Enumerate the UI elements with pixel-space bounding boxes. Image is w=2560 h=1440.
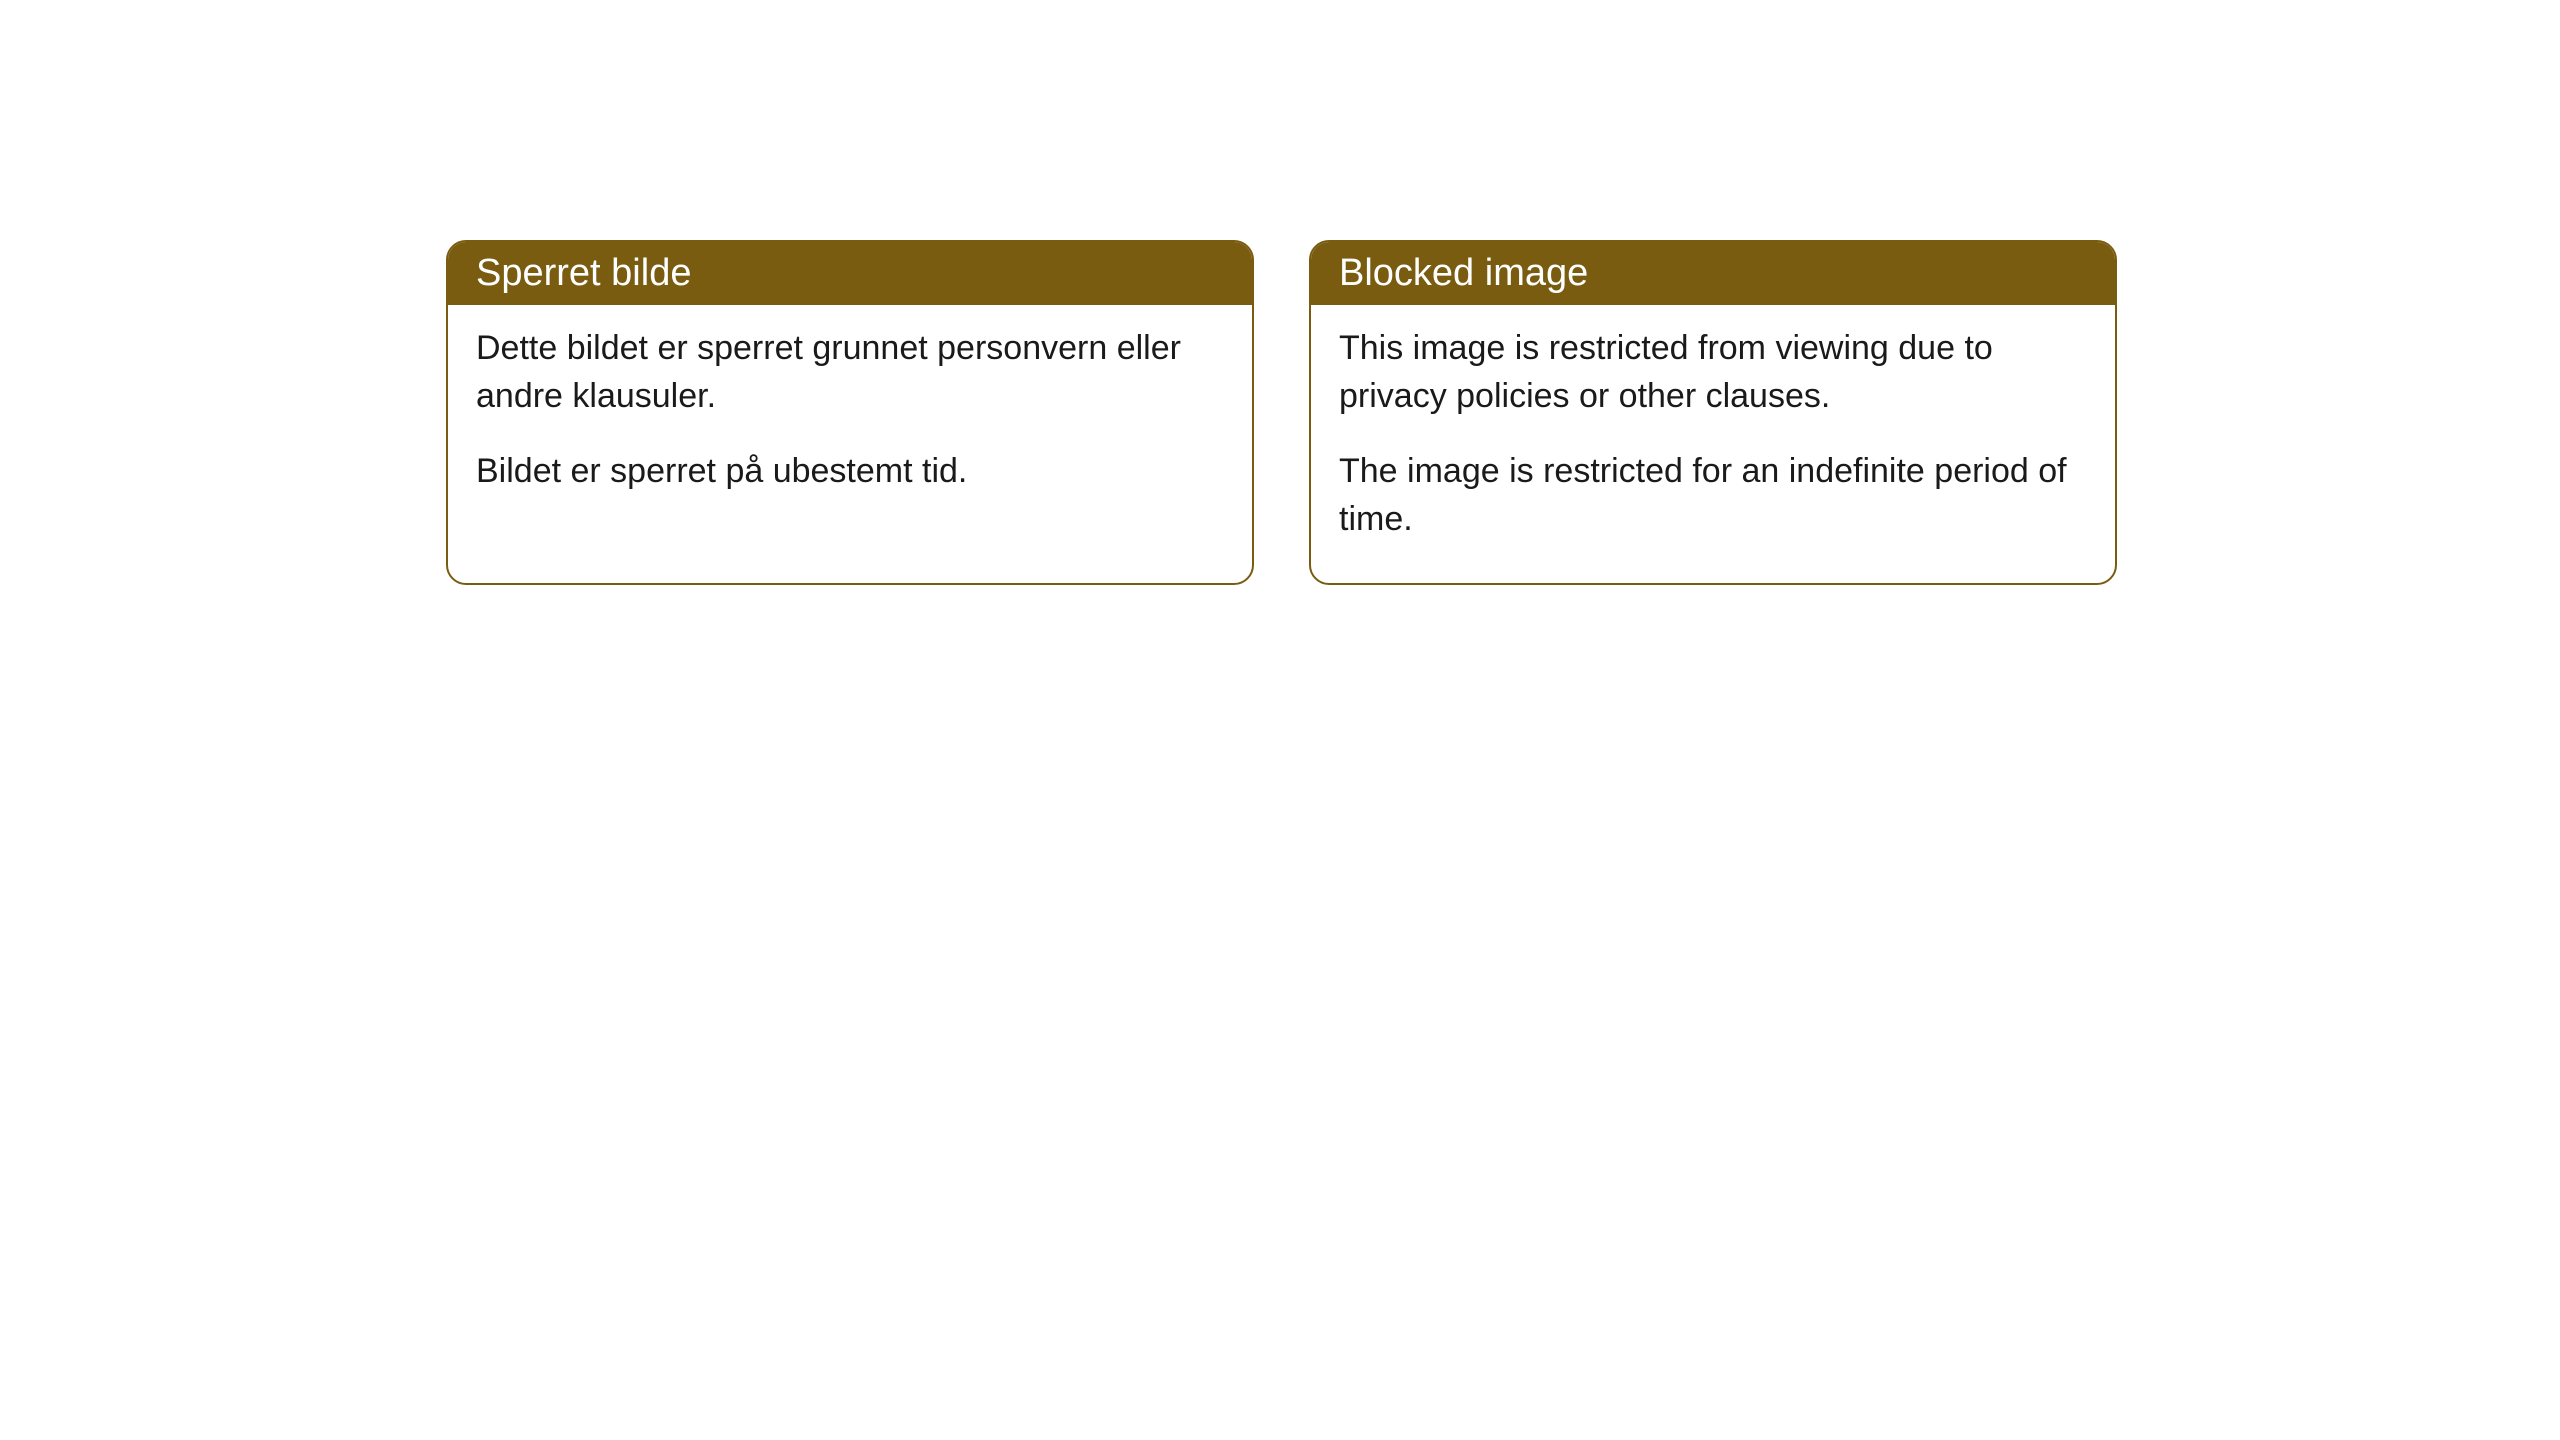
card-body: This image is restricted from viewing du… [1311,305,2115,583]
card-header: Blocked image [1311,242,2115,305]
card-paragraph-2: Bildet er sperret på ubestemt tid. [476,448,1224,496]
card-paragraph-1: This image is restricted from viewing du… [1339,325,2087,420]
card-body: Dette bildet er sperret grunnet personve… [448,305,1252,536]
blocked-image-card-english: Blocked image This image is restricted f… [1309,240,2117,585]
card-paragraph-2: The image is restricted for an indefinit… [1339,448,2087,543]
card-title: Sperret bilde [476,252,691,294]
notice-cards-container: Sperret bilde Dette bildet er sperret gr… [446,240,2117,585]
blocked-image-card-norwegian: Sperret bilde Dette bildet er sperret gr… [446,240,1254,585]
card-title: Blocked image [1339,252,1588,294]
card-header: Sperret bilde [448,242,1252,305]
card-paragraph-1: Dette bildet er sperret grunnet personve… [476,325,1224,420]
